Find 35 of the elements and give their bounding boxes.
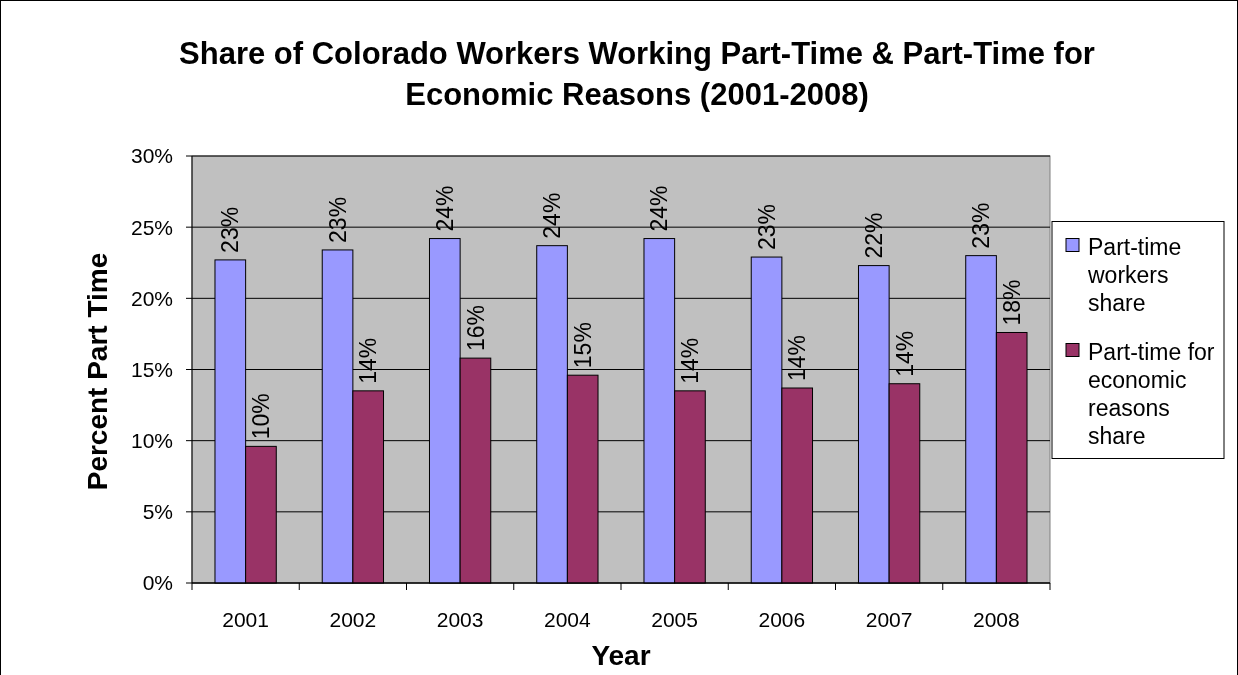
data-label: 23%: [217, 206, 244, 253]
legend-label: Part-time for economic reasons share: [1088, 338, 1215, 449]
x-tick-label: 2004: [544, 608, 592, 631]
y-tick-label: 20%: [130, 286, 173, 310]
y-tick-label: 15%: [130, 357, 173, 381]
data-label: 16%: [462, 305, 489, 352]
x-tick-label: 2007: [865, 608, 913, 631]
data-label: 24%: [539, 192, 566, 239]
y-tick-label: 5%: [142, 500, 173, 524]
data-label: 22%: [860, 212, 887, 259]
data-label: 23%: [753, 204, 780, 251]
data-label: 23%: [968, 202, 995, 249]
y-tick-label: 0%: [142, 571, 173, 595]
data-label: 24%: [646, 185, 673, 232]
data-label: 18%: [998, 279, 1025, 326]
legend-label: Part-time workers share: [1087, 233, 1182, 316]
y-tick-label: 30%: [130, 144, 173, 168]
x-tick-label: 2005: [651, 608, 698, 631]
x-tick-label: 2003: [436, 608, 484, 631]
x-tick-label: 2002: [329, 608, 377, 631]
y-tick-label: 10%: [130, 429, 173, 453]
data-label: 15%: [569, 322, 596, 369]
chart-title: Share of Colorado Workers Working Part-Time & Part-Time for Economic Reasons (2001-2008): [179, 36, 1095, 112]
x-axis-title: Year: [591, 640, 651, 671]
x-tick-label: 2001: [222, 608, 269, 631]
data-label: 14%: [677, 337, 703, 384]
data-label: 24%: [431, 185, 458, 232]
data-label: 23%: [324, 196, 351, 243]
x-tick-label: 2008: [973, 608, 1020, 631]
y-tick-label: 25%: [130, 215, 173, 239]
x-tick-label: 2006: [758, 608, 806, 631]
data-label: 14%: [355, 337, 382, 384]
y-axis-title: Percent Part Time: [82, 252, 113, 491]
data-label: 14%: [784, 334, 811, 381]
data-label: 10%: [248, 393, 274, 440]
